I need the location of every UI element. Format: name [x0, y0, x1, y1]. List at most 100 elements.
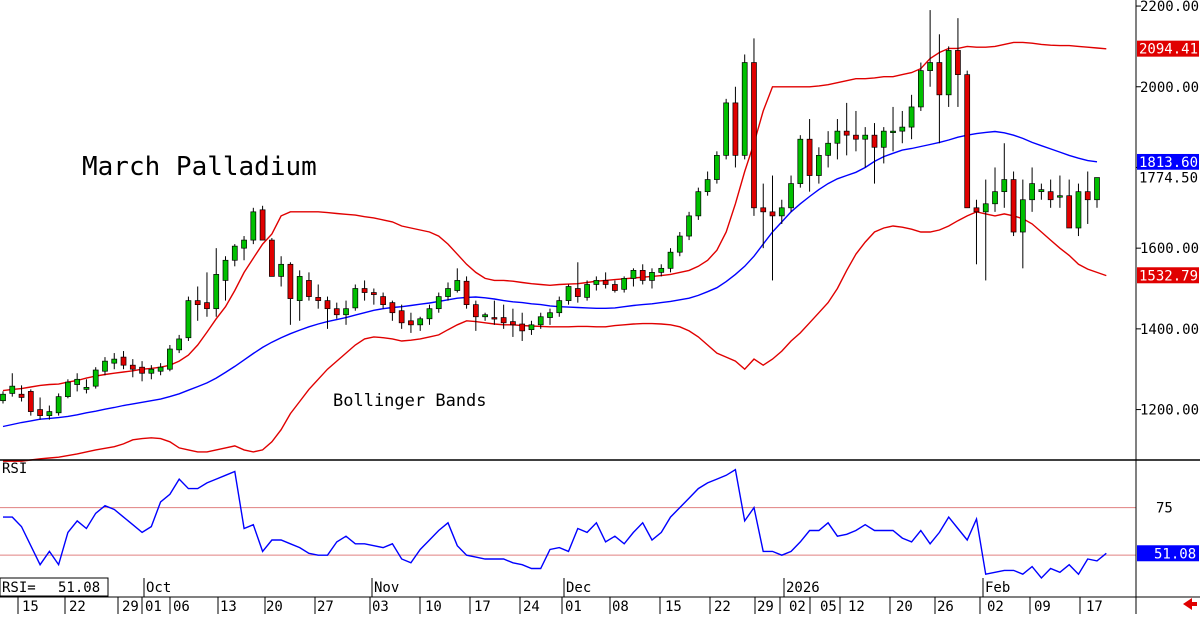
candle: [352, 284, 359, 311]
candle: [231, 244, 238, 267]
candle: [250, 207, 257, 245]
candle-body: [778, 207, 785, 217]
candle: [9, 373, 16, 397]
candle: [222, 256, 229, 301]
candle: [686, 211, 692, 241]
candle: [194, 286, 201, 321]
candle: [18, 385, 25, 402]
candle-body: [973, 207, 980, 213]
candle: [92, 367, 99, 389]
candle: [769, 175, 776, 281]
candle: [621, 276, 628, 293]
candle: [955, 18, 961, 107]
candle: [751, 38, 757, 216]
candle-body: [389, 302, 396, 314]
date-label: 03: [372, 599, 389, 614]
candle-body: [445, 288, 451, 297]
candle: [111, 353, 118, 370]
value-tag-label: 1774.50: [1139, 171, 1198, 187]
candle: [806, 119, 813, 192]
date-label: 29: [122, 599, 139, 614]
value-tag: 1813.60: [1137, 153, 1199, 171]
value-tag-bg: [1137, 169, 1199, 186]
date-label: 12: [848, 599, 865, 614]
month-label: Nov: [374, 580, 399, 596]
candle-body: [1019, 199, 1026, 233]
candle: [880, 127, 887, 164]
candle-body: [83, 387, 90, 390]
rsi-line: [3, 468, 1107, 580]
candle-body: [250, 211, 257, 241]
date-label: 29: [757, 599, 774, 614]
candle: [825, 131, 831, 168]
candle-body: [324, 300, 331, 310]
candle: [816, 147, 822, 184]
middle-moving-average: [2, 130, 1098, 428]
candle: [1019, 179, 1026, 269]
candle: [120, 351, 127, 370]
candle: [55, 393, 62, 416]
candle-body: [1066, 195, 1073, 229]
candle: [102, 357, 108, 376]
month-label: Feb: [985, 580, 1010, 596]
candle-body: [92, 369, 99, 387]
rsi-readout-box: [0, 577, 109, 597]
candle: [398, 304, 405, 329]
date-label: 06: [173, 599, 190, 614]
candle-body: [945, 50, 952, 96]
candle: [482, 312, 488, 321]
candle: [982, 179, 989, 281]
candle: [167, 345, 173, 372]
candle: [361, 280, 368, 301]
candle: [593, 276, 600, 291]
candle: [732, 86, 739, 168]
candle: [472, 300, 479, 331]
candle-body: [871, 134, 878, 148]
price-panel: [0, 10, 1107, 462]
price-tick-label: 2000.00: [1140, 80, 1199, 96]
candle: [27, 389, 34, 416]
date-label: 02: [987, 599, 1004, 614]
candle: [269, 238, 275, 277]
candle-body: [723, 102, 730, 156]
candle: [612, 280, 618, 293]
candle: [890, 106, 896, 152]
candle-body: [296, 276, 303, 301]
rsi-label: RSI: [2, 461, 27, 477]
date-label: 08: [612, 599, 629, 614]
candle: [723, 98, 730, 160]
rsi-tag-bg: [1137, 545, 1199, 562]
date-label: 24: [523, 599, 540, 614]
candle-body: [74, 378, 81, 385]
candle-body: [667, 251, 674, 269]
candle: [306, 272, 312, 301]
chart-title: March Palladium: [82, 152, 317, 182]
candle: [630, 268, 637, 287]
candle: [584, 280, 590, 301]
price-tick-label: 1400.00: [1140, 322, 1199, 338]
candle: [287, 262, 294, 325]
candle: [0, 391, 6, 404]
bollinger-annotation: Bollinger Bands: [333, 391, 487, 411]
candle: [1010, 171, 1017, 237]
candle-body: [120, 356, 127, 366]
candle-body: [537, 316, 544, 326]
candle: [139, 361, 145, 382]
left-arrow-icon[interactable]: [1183, 598, 1197, 610]
candle-body: [519, 323, 526, 332]
candle: [871, 123, 878, 184]
candle: [862, 127, 869, 168]
candle-body: [370, 292, 377, 295]
candle-body: [936, 62, 943, 96]
rsi-readout-value: 51.08: [58, 580, 100, 596]
date-label: 10: [425, 599, 442, 614]
candle-body: [333, 308, 340, 316]
candle: [74, 373, 81, 392]
candle: [778, 199, 785, 224]
value-tag-bg: [1137, 267, 1199, 284]
candle-body: [955, 50, 961, 75]
date-label: 09: [1034, 599, 1051, 614]
